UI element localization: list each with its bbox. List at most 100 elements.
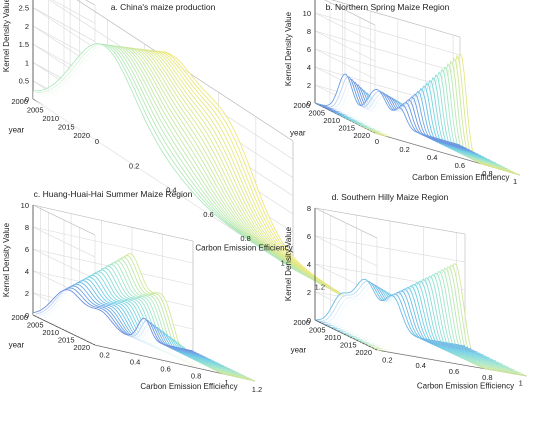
- z-tick-label: 6: [25, 245, 29, 254]
- z-tick-label: 8: [307, 27, 311, 36]
- x-tick-label: 0: [95, 137, 99, 146]
- year-tick-label: 2000: [11, 97, 28, 106]
- z-gridline-back: [314, 12, 461, 56]
- year-tick-label: 2020: [73, 131, 90, 140]
- x-tick-label: 1.2: [315, 283, 325, 292]
- year-tick-label: 2010: [323, 116, 340, 125]
- z-axis-title: Kernel Density Value: [2, 0, 11, 72]
- year-tick-label: 2015: [340, 341, 357, 350]
- z-axis-title: Kernel Density Value: [284, 226, 293, 301]
- x-tick-label: 0.6: [449, 367, 459, 376]
- surface-slice-fill: [315, 279, 465, 346]
- top-back-edge: [331, 0, 461, 38]
- x-tick-label: 0.4: [130, 358, 140, 367]
- year-axis-title: year: [9, 340, 25, 349]
- z-tick-label: 0: [25, 311, 29, 320]
- year-tick-label: 2015: [58, 336, 75, 345]
- z-tick-label: 10: [21, 201, 29, 210]
- x-tick-label: 0.4: [427, 153, 437, 162]
- x-tick-label: 0.4: [415, 361, 425, 370]
- surface-slice-2000: [32, 289, 194, 352]
- subplot-title: d. Southern Hilly Maize Region: [332, 192, 449, 202]
- z-tick-label: 8: [307, 204, 311, 213]
- x-axis-title: Carbon Emission Efficiency: [195, 244, 292, 253]
- year-tick-label: 2010: [324, 333, 341, 342]
- z-tick-label: 8: [25, 223, 29, 232]
- z-tick-label: 2: [307, 81, 311, 90]
- z-tick-label: 2: [25, 22, 29, 31]
- z-tick-label: 2.5: [19, 4, 29, 13]
- year-tick-label: 2005: [308, 109, 325, 118]
- subplot-title: c. Huang-Huai-Hai Summer Maize Region: [34, 189, 193, 199]
- surface-slice-fill: [315, 74, 460, 145]
- year-tick-label: 2005: [27, 106, 44, 115]
- surface-slice-fill: [33, 289, 193, 351]
- z-axis-title: Kernel Density Value: [284, 11, 293, 86]
- year-tick-label: 2015: [58, 123, 75, 132]
- x-tick-label: 1: [513, 177, 517, 186]
- x-tick-label: 1.2: [252, 385, 262, 394]
- surface-slice-fill: [33, 43, 293, 269]
- z-tick-label: 2: [25, 289, 29, 298]
- surface-slice-2000: [314, 73, 461, 146]
- top-side-edge: [32, 204, 96, 236]
- surface-slice-2000: [33, 43, 294, 270]
- z-tick-label: 0: [307, 316, 311, 325]
- x-tick-label: 0.2: [129, 161, 139, 170]
- x-tick-label: 1: [519, 379, 523, 388]
- year-tick-label: 2020: [355, 348, 372, 357]
- x-tick-label: 1: [224, 378, 228, 387]
- year-axis-title: year: [290, 128, 306, 137]
- subplot-a: 00.20.40.60.811.21.420002005201020152020…: [2, 0, 362, 316]
- x-tick-label: 0.2: [382, 355, 392, 364]
- top-side-edge: [324, 0, 376, 26]
- z-tick-label: 0.5: [19, 77, 29, 86]
- z-tick-label: 1: [25, 58, 29, 67]
- x-axis-title: Carbon Emission Efficiency: [417, 381, 514, 390]
- z-tick-label: 2: [307, 288, 311, 297]
- x-tick-label: 0.6: [160, 364, 170, 373]
- year-tick-label: 2000: [293, 318, 310, 327]
- x-tick-label: 0.8: [482, 169, 492, 178]
- x-axis-title: Carbon Emission Efficiency: [140, 382, 237, 391]
- x-tick-label: 0.4: [166, 186, 176, 195]
- z-tick-label: 0: [25, 95, 29, 104]
- top-side-edge: [314, 207, 378, 239]
- z-tick-label: 0: [307, 99, 311, 108]
- top-back-edge: [314, 207, 466, 235]
- subplot-title: a. China's maize production: [111, 2, 216, 12]
- year-axis-title: year: [9, 126, 25, 135]
- x-tick-label: 0.6: [455, 161, 465, 170]
- z-gridline-back: [32, 226, 194, 264]
- x-tick-label: 0.8: [240, 234, 250, 243]
- z-tick-label: 1.5: [19, 40, 29, 49]
- z-tick-label: 4: [25, 267, 29, 276]
- z-axis-title: Kernel Density Value: [2, 222, 11, 297]
- year-tick-label: 2015: [338, 124, 355, 133]
- year-tick-label: 2005: [309, 326, 326, 335]
- x-tick-label: 0.8: [191, 371, 201, 380]
- z-tick-label: 10: [303, 9, 311, 18]
- x-tick-label: 0.8: [482, 373, 492, 382]
- x-tick-label: 0.6: [203, 210, 213, 219]
- z-tick-label: 6: [307, 232, 311, 241]
- year-tick-label: 2005: [27, 321, 44, 330]
- x-axis-title: Carbon Emission Efficiency: [412, 173, 509, 182]
- z-tick-label: 4: [307, 260, 311, 269]
- x-tick-label: 0.2: [399, 145, 409, 154]
- year-axis-title: year: [291, 345, 307, 354]
- year-tick-label: 2000: [293, 101, 310, 110]
- z-gridline-back: [314, 30, 461, 74]
- x-tick-label: 0.2: [99, 351, 109, 360]
- year-tick-label: 2000: [11, 313, 28, 322]
- year-tick-label: 2010: [42, 114, 59, 123]
- x-tick-label: 1: [281, 258, 285, 267]
- year-tick-label: 2020: [353, 131, 370, 140]
- z-tick-label: 6: [307, 45, 311, 54]
- subplot-title: b. Northern Spring Maize Region: [326, 2, 450, 12]
- surface-slice-2000: [314, 278, 466, 347]
- x-tick-label: 0: [375, 137, 379, 146]
